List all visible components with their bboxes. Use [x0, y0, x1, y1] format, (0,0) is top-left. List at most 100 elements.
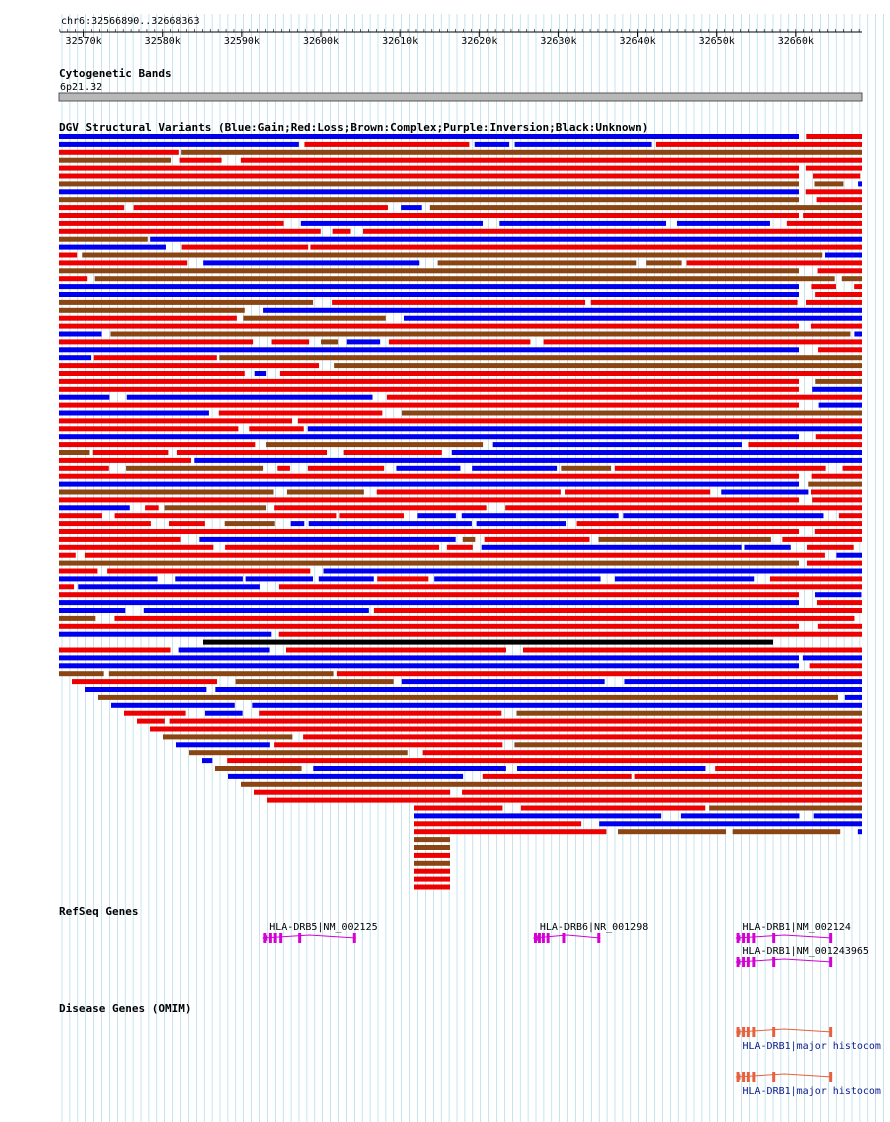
dgv-loss-variant[interactable]	[218, 410, 383, 416]
dgv-complex-variant[interactable]	[126, 465, 264, 471]
dgv-loss-variant[interactable]	[240, 157, 863, 163]
dgv-loss-variant[interactable]	[377, 576, 429, 582]
dgv-gain-variant[interactable]	[492, 442, 742, 448]
dgv-loss-variant[interactable]	[748, 442, 862, 448]
dgv-loss-variant[interactable]	[107, 568, 311, 574]
gene-exon[interactable]	[537, 933, 541, 943]
dgv-gain-variant[interactable]	[59, 292, 799, 297]
dgv-complex-variant[interactable]	[219, 355, 862, 361]
dgv-gain-variant[interactable]	[318, 576, 374, 582]
dgv-complex-variant[interactable]	[235, 679, 394, 685]
dgv-gain-variant[interactable]	[676, 220, 770, 226]
dgv-complex-variant[interactable]	[94, 276, 835, 282]
dgv-loss-variant[interactable]	[814, 529, 862, 534]
dgv-complex-variant[interactable]	[59, 489, 274, 495]
dgv-gain-variant[interactable]	[203, 260, 420, 266]
dgv-gain-variant[interactable]	[744, 544, 791, 550]
dgv-gain-variant[interactable]	[290, 521, 305, 527]
gene-label[interactable]: HLA-DRB5|NM_002125	[269, 922, 377, 933]
gene-exon[interactable]	[742, 1072, 746, 1082]
dgv-complex-variant[interactable]	[414, 837, 450, 843]
dgv-loss-variant[interactable]	[181, 244, 309, 250]
dgv-gain-variant[interactable]	[59, 631, 272, 637]
dgv-loss-variant[interactable]	[806, 299, 862, 305]
dgv-gain-variant[interactable]	[313, 766, 506, 771]
dgv-loss-variant[interactable]	[414, 821, 582, 827]
dgv-gain-variant[interactable]	[857, 829, 862, 835]
dgv-gain-variant[interactable]	[59, 244, 166, 250]
dgv-complex-variant[interactable]	[241, 781, 862, 787]
gene-label[interactable]: HLA-DRB1|major histocom	[742, 1086, 880, 1097]
dgv-gain-variant[interactable]	[854, 331, 862, 337]
gene-exon[interactable]	[829, 1027, 833, 1037]
dgv-loss-variant[interactable]	[59, 513, 102, 519]
gene-exon[interactable]	[597, 933, 601, 943]
gene-exon[interactable]	[746, 1072, 750, 1082]
dgv-loss-variant[interactable]	[812, 497, 862, 503]
dgv-loss-variant[interactable]	[310, 244, 862, 250]
dgv-loss-variant[interactable]	[482, 773, 632, 779]
dgv-loss-variant[interactable]	[59, 529, 799, 534]
dgv-gain-variant[interactable]	[199, 536, 456, 542]
dgv-gain-variant[interactable]	[417, 513, 456, 519]
dgv-loss-variant[interactable]	[818, 347, 862, 353]
dgv-complex-variant[interactable]	[98, 694, 838, 700]
dgv-loss-variant[interactable]	[484, 536, 590, 542]
dgv-gain-variant[interactable]	[59, 410, 209, 416]
dgv-loss-variant[interactable]	[278, 584, 862, 590]
dgv-loss-variant[interactable]	[388, 339, 531, 345]
dgv-gain-variant[interactable]	[474, 141, 510, 147]
dgv-loss-variant[interactable]	[520, 805, 706, 811]
dgv-loss-variant[interactable]	[59, 647, 171, 653]
dgv-loss-variant[interactable]	[59, 149, 179, 155]
dgv-loss-variant[interactable]	[59, 623, 799, 629]
dgv-complex-variant[interactable]	[514, 742, 862, 748]
dgv-gain-variant[interactable]	[346, 339, 381, 345]
dgv-loss-variant[interactable]	[816, 600, 862, 606]
dgv-complex-variant[interactable]	[59, 197, 799, 203]
dgv-gain-variant[interactable]	[204, 710, 243, 716]
dgv-loss-variant[interactable]	[812, 173, 861, 179]
dgv-loss-variant[interactable]	[92, 450, 169, 455]
dgv-complex-variant[interactable]	[286, 489, 364, 495]
dgv-gain-variant[interactable]	[59, 355, 92, 361]
dgv-gain-variant[interactable]	[461, 513, 619, 519]
dgv-loss-variant[interactable]	[227, 758, 863, 764]
dgv-gain-variant[interactable]	[59, 663, 799, 669]
dgv-loss-variant[interactable]	[810, 489, 862, 495]
dgv-gain-variant[interactable]	[401, 679, 605, 685]
dgv-loss-variant[interactable]	[386, 394, 862, 400]
dgv-gain-variant[interactable]	[396, 465, 461, 471]
dgv-complex-variant[interactable]	[59, 615, 96, 621]
dgv-complex-variant[interactable]	[224, 521, 275, 527]
dgv-loss-variant[interactable]	[59, 402, 799, 408]
dgv-loss-variant[interactable]	[59, 584, 75, 590]
dgv-gain-variant[interactable]	[59, 141, 299, 147]
dgv-gain-variant[interactable]	[78, 584, 260, 590]
dgv-complex-variant[interactable]	[462, 536, 476, 542]
dgv-gain-variant[interactable]	[59, 434, 799, 440]
dgv-loss-variant[interactable]	[145, 505, 159, 511]
dgv-loss-variant[interactable]	[842, 465, 862, 471]
dgv-gain-variant[interactable]	[802, 655, 862, 661]
dgv-gain-variant[interactable]	[300, 220, 484, 226]
dgv-gain-variant[interactable]	[59, 347, 799, 353]
dgv-loss-variant[interactable]	[376, 489, 561, 495]
dgv-gain-variant[interactable]	[599, 821, 862, 827]
dgv-loss-variant[interactable]	[565, 489, 711, 495]
dgv-loss-variant[interactable]	[414, 876, 450, 882]
dgv-gain-variant[interactable]	[59, 284, 799, 290]
dgv-loss-variant[interactable]	[59, 363, 320, 369]
dgv-loss-variant[interactable]	[817, 268, 862, 274]
dgv-complex-variant[interactable]	[59, 450, 90, 455]
dgv-loss-variant[interactable]	[72, 679, 217, 685]
dgv-complex-variant[interactable]	[709, 805, 862, 811]
dgv-complex-variant[interactable]	[429, 205, 862, 211]
dgv-loss-variant[interactable]	[782, 536, 862, 542]
dgv-loss-variant[interactable]	[816, 197, 862, 203]
gene-exon[interactable]	[298, 933, 302, 943]
dgv-loss-variant[interactable]	[59, 228, 321, 234]
dgv-loss-variant[interactable]	[271, 339, 310, 345]
dgv-loss-variant[interactable]	[59, 260, 188, 266]
dgv-loss-variant[interactable]	[817, 623, 862, 629]
